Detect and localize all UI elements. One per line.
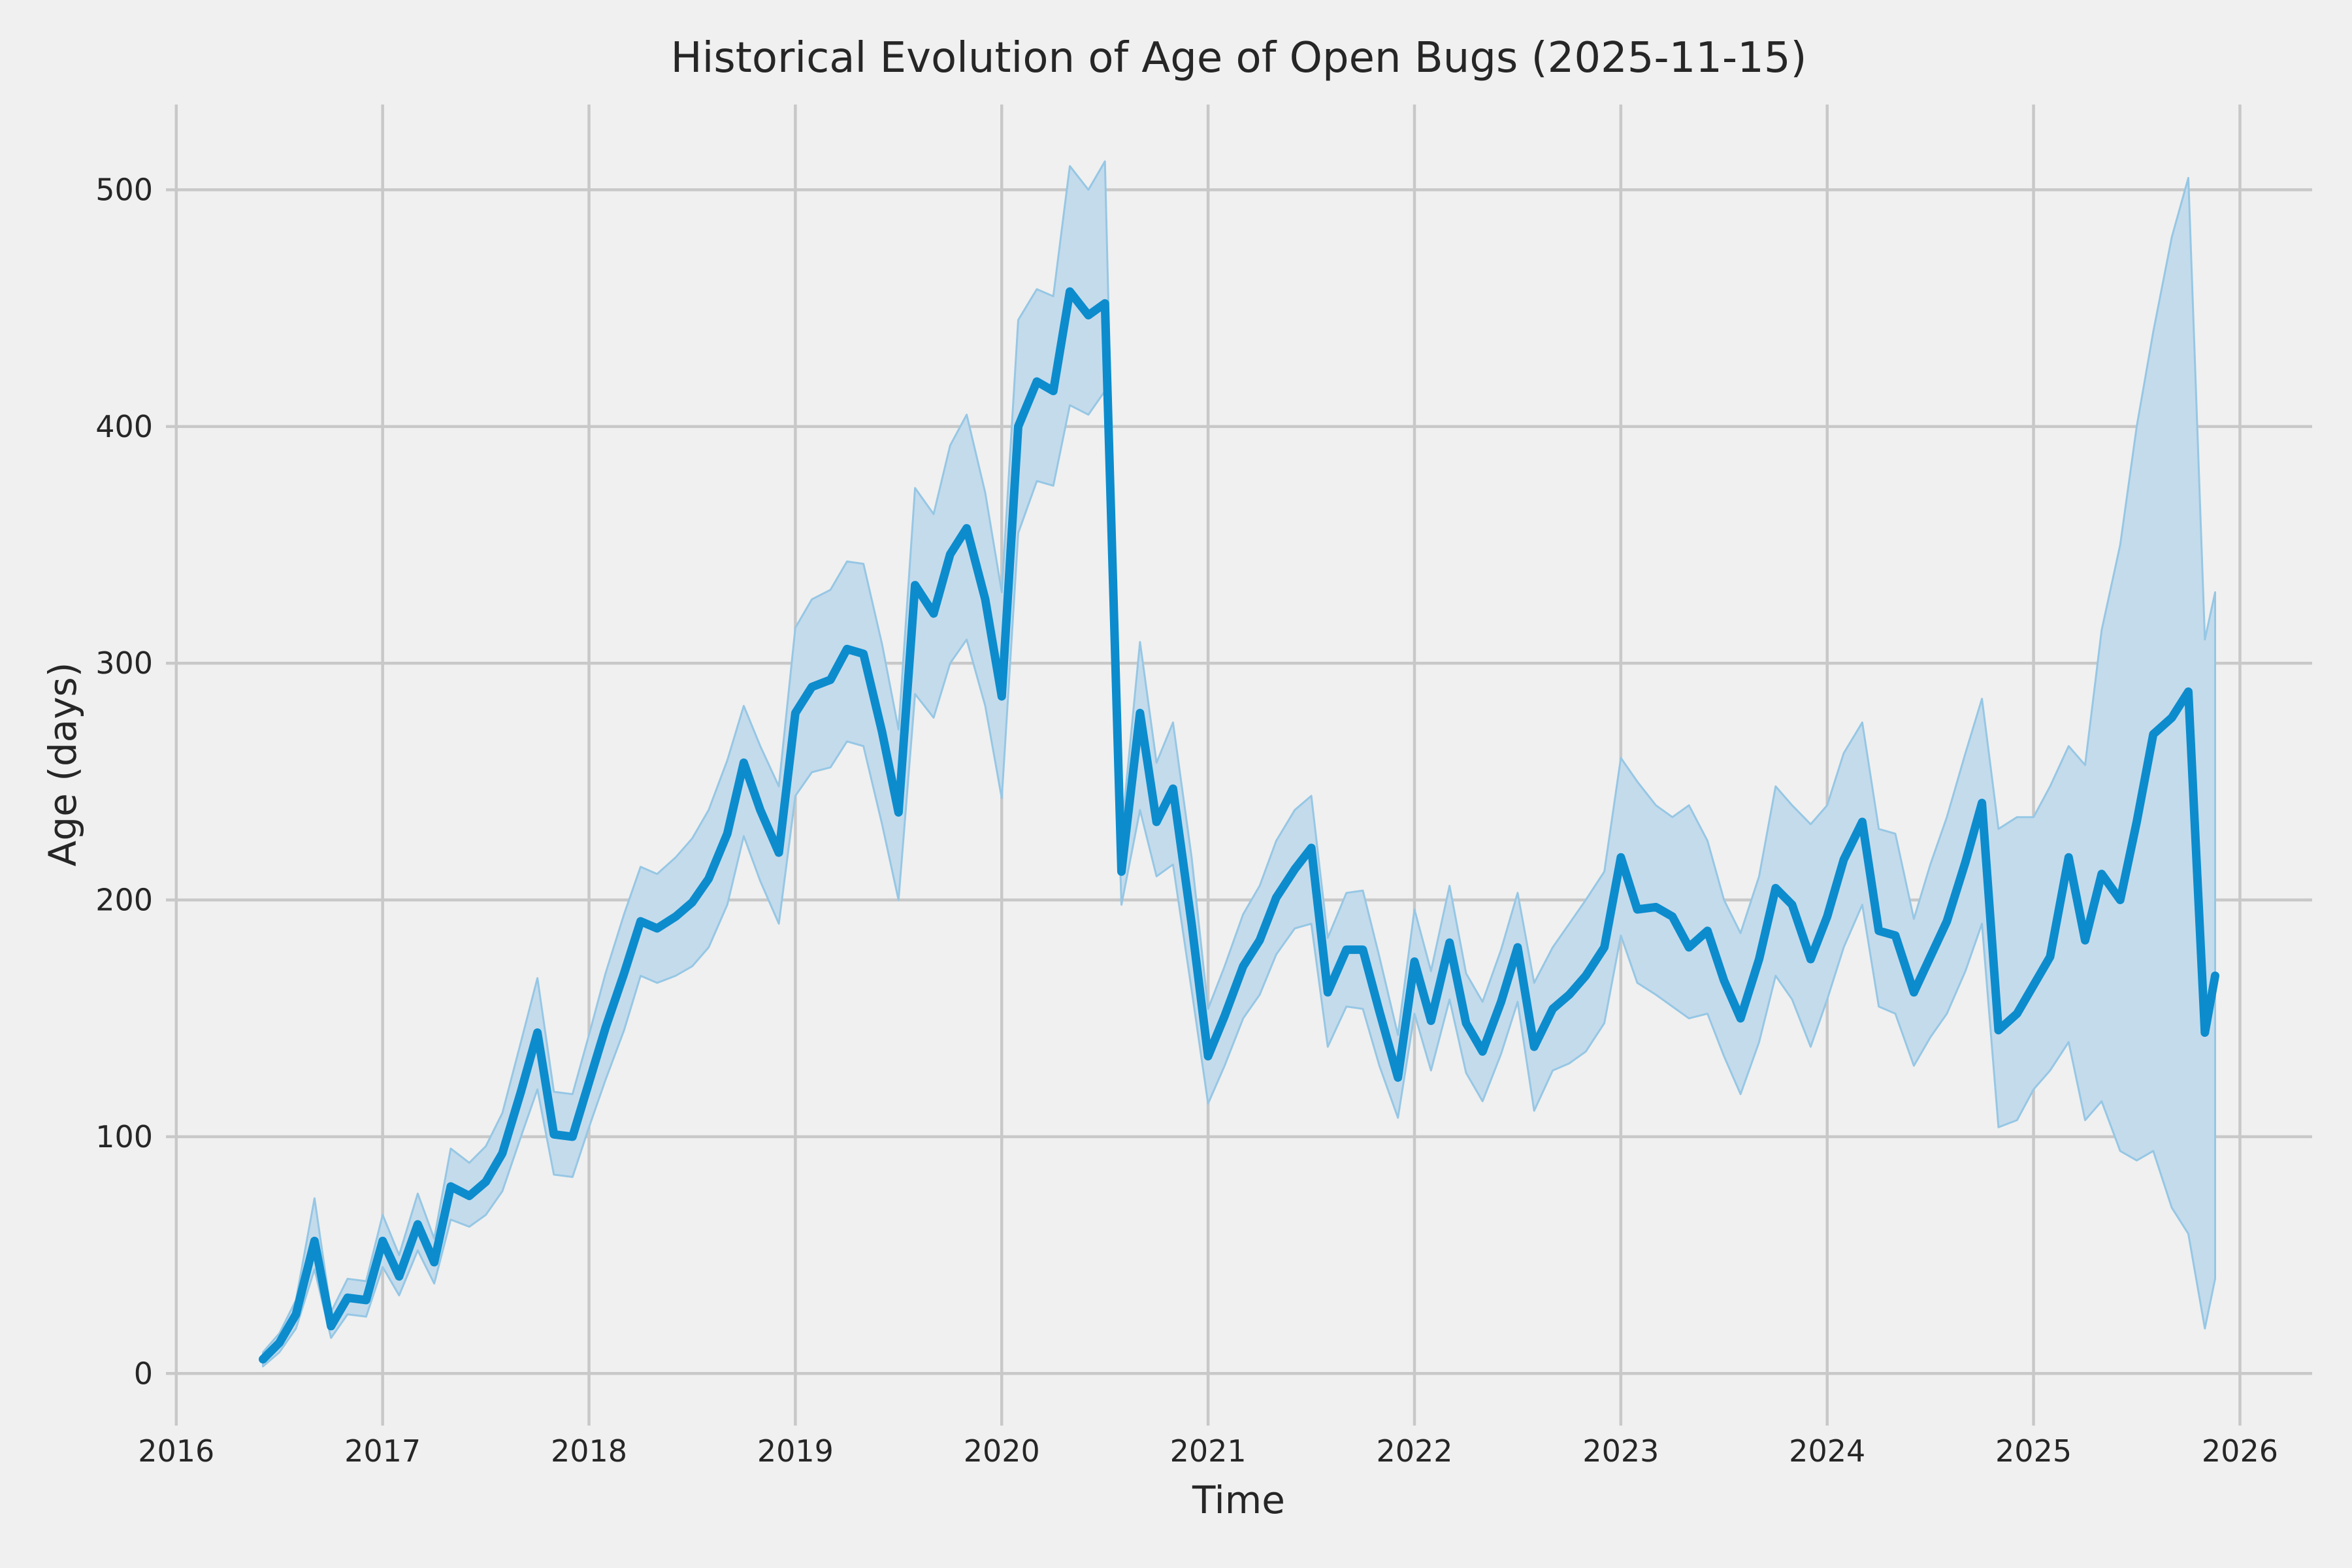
x-tick-label: 2025 (1995, 1433, 2072, 1469)
x-tick-label: 2020 (964, 1433, 1040, 1469)
y-tick-label: 300 (95, 645, 153, 681)
chart-title: Historical Evolution of Age of Open Bugs… (670, 34, 1807, 82)
x-axis-label: Time (1192, 1478, 1285, 1522)
x-tick-label: 2023 (1582, 1433, 1659, 1469)
x-tick-label: 2019 (757, 1433, 834, 1469)
y-tick-label: 100 (95, 1119, 153, 1154)
y-tick-label: 400 (95, 409, 153, 444)
x-tick-label: 2022 (1376, 1433, 1452, 1469)
x-tick-label: 2018 (551, 1433, 627, 1469)
y-tick-label: 200 (95, 883, 153, 918)
x-tick-label: 2016 (138, 1433, 214, 1469)
x-tick-label: 2021 (1170, 1433, 1247, 1469)
y-tick-label: 500 (95, 172, 153, 207)
y-axis-label: Age (days) (41, 662, 85, 867)
x-tick-label: 2024 (1789, 1433, 1865, 1469)
x-tick-label: 2026 (2202, 1433, 2278, 1469)
y-tick-label: 0 (134, 1356, 153, 1391)
confidence-band (262, 160, 2216, 1367)
x-tick-label: 2017 (344, 1433, 421, 1469)
age-line-series (259, 287, 2219, 1364)
